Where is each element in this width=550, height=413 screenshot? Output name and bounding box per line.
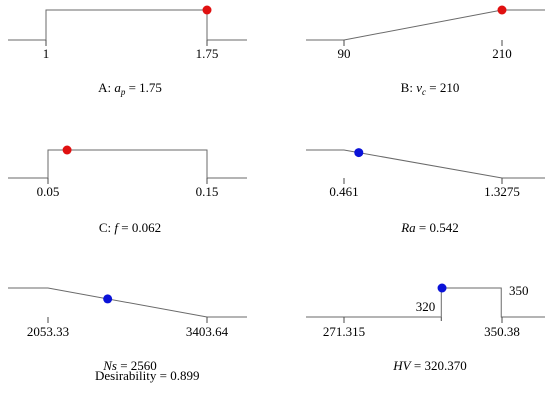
current-setting-marker (103, 294, 113, 304)
low-limit-label: 2053.33 (27, 324, 69, 339)
factor-label: Ns = 2560 (102, 358, 157, 373)
desirability-curve (8, 287, 247, 318)
desirability-curve (8, 149, 247, 179)
factor-label: Ra = 0.542 (400, 220, 459, 235)
panel-1: 1 1.75 A: ap = 1.75 (8, 5, 247, 97)
factor-label: HV = 320.370 (392, 358, 466, 373)
factor-label: B: vc = 210 (401, 80, 460, 97)
factor-label: C: f = 0.062 (99, 220, 161, 235)
panel-5: 2053.33 3403.64 Ns = 2560 (8, 287, 247, 373)
factor-label: A: ap = 1.75 (98, 80, 162, 97)
current-setting-marker (497, 5, 507, 15)
panel-4: 0.461 1.3275 Ra = 0.542 (306, 148, 545, 235)
panel-3: 0.05 0.15 C: f = 0.062 (8, 145, 247, 235)
panel-6: 320 350 271.315 350.38 HV = 320.370 (306, 283, 545, 373)
target-high-value: 350 (509, 283, 529, 298)
desirability-curve (306, 9, 545, 41)
low-limit-label: 0.461 (329, 184, 358, 199)
low-limit-label: 1 (43, 46, 50, 61)
current-setting-marker (437, 283, 447, 293)
high-limit-label: 1.75 (196, 46, 219, 61)
current-setting-marker (354, 148, 364, 158)
target-value: 320 (416, 299, 436, 314)
high-limit-label: 1.3275 (484, 184, 520, 199)
low-limit-label: 90 (338, 46, 351, 61)
overall-desirability: Desirability = 0.899 (95, 368, 199, 383)
panel-2: 90 210 B: vc = 210 (306, 5, 545, 97)
low-limit-label: 271.315 (323, 324, 365, 339)
high-limit-label: 350.38 (484, 324, 520, 339)
current-setting-marker (202, 5, 212, 15)
high-limit-label: 210 (492, 46, 512, 61)
high-limit-label: 0.15 (196, 184, 219, 199)
high-limit-label: 3403.64 (186, 324, 229, 339)
current-setting-marker (62, 145, 72, 155)
low-limit-label: 0.05 (37, 184, 60, 199)
desirability-curve (306, 287, 545, 318)
desirability-curve (8, 9, 247, 41)
desirability-curve (306, 149, 545, 179)
